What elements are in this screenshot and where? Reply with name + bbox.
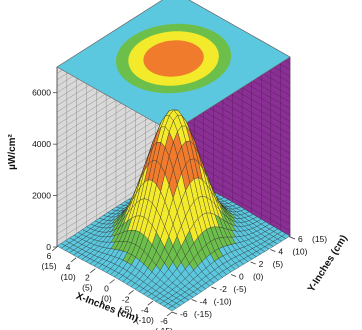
y-tick-label: -4	[200, 297, 208, 307]
x-tick-mark	[166, 311, 173, 317]
x-tick-mark	[70, 257, 77, 263]
x-tick-label: -4	[141, 305, 149, 315]
y-tick-mark	[270, 249, 276, 252]
x-tick-label: 6	[47, 251, 52, 261]
y-tick-mark	[250, 261, 256, 265]
x-tick-label-cm: (5)	[82, 283, 93, 293]
y-tick-mark	[211, 286, 217, 290]
z-tick-label: 0	[46, 242, 51, 252]
x-tick-label-cm: (15)	[41, 261, 56, 271]
x-tick-mark	[90, 268, 96, 273]
x-tick-label: -6	[160, 316, 168, 326]
z-axis: 0 2000 4000 6000	[32, 67, 58, 252]
y-tick-mark	[191, 299, 197, 302]
surface-mesh	[56, 109, 291, 312]
y-tick-label: 2	[259, 259, 264, 269]
x-tick-mark	[128, 290, 134, 295]
y-tick-label-cm: (-15)	[194, 309, 212, 319]
x-tick-mark	[51, 246, 58, 252]
y-tick-label: 4	[278, 247, 283, 257]
z-tick-label: 2000	[32, 191, 51, 201]
x-tick-label: 0	[104, 284, 109, 294]
y-tick-label-cm: (0)	[253, 272, 264, 282]
y-tick-label-cm: (15)	[312, 234, 327, 244]
y-tick-label: 0	[239, 272, 244, 282]
x-axis: 6(15) 4(10) 2(5) 0(0) -2(-5) -4(-10) -6(-15)	[41, 246, 173, 330]
z-tick-label: 6000	[32, 88, 51, 98]
y-tick-label: 6	[298, 234, 303, 244]
y-tick-mark	[289, 236, 296, 240]
z-tick-label: 4000	[32, 139, 51, 149]
y-tick-label-cm: (5)	[273, 259, 284, 269]
y-tick-label: -2	[219, 284, 227, 294]
y-axis: 6 (15) 4 (10) 2 (5) 0 (0) -2 (-5) -4 (-10) -6 (-15)	[171, 234, 327, 319]
x-tick-mark	[109, 279, 115, 284]
y-tick-mark	[230, 274, 237, 277]
y-tick-label: -6	[180, 309, 188, 319]
x-tick-label: 2	[85, 273, 90, 283]
x-tick-label-cm: (0)	[101, 294, 112, 304]
x-tick-label-cm: (-5)	[119, 304, 132, 314]
y-tick-label-cm: (10)	[292, 247, 307, 257]
z-axis-title: µW/cm²	[7, 133, 18, 169]
x-tick-label-cm: (-10)	[136, 315, 154, 325]
y-tick-label-cm: (-5)	[233, 284, 246, 294]
x-tick-mark	[147, 300, 154, 306]
surface-cell	[56, 243, 66, 249]
top-ring-orange	[143, 40, 204, 77]
y-tick-label-cm: (-10)	[214, 297, 232, 307]
x-tick-label: 4	[66, 262, 71, 272]
x-tick-label: -2	[122, 294, 130, 304]
y-tick-mark	[171, 311, 178, 315]
x-tick-label-cm: (10)	[61, 272, 76, 282]
x-tick-label-cm: (-15)	[155, 326, 173, 330]
